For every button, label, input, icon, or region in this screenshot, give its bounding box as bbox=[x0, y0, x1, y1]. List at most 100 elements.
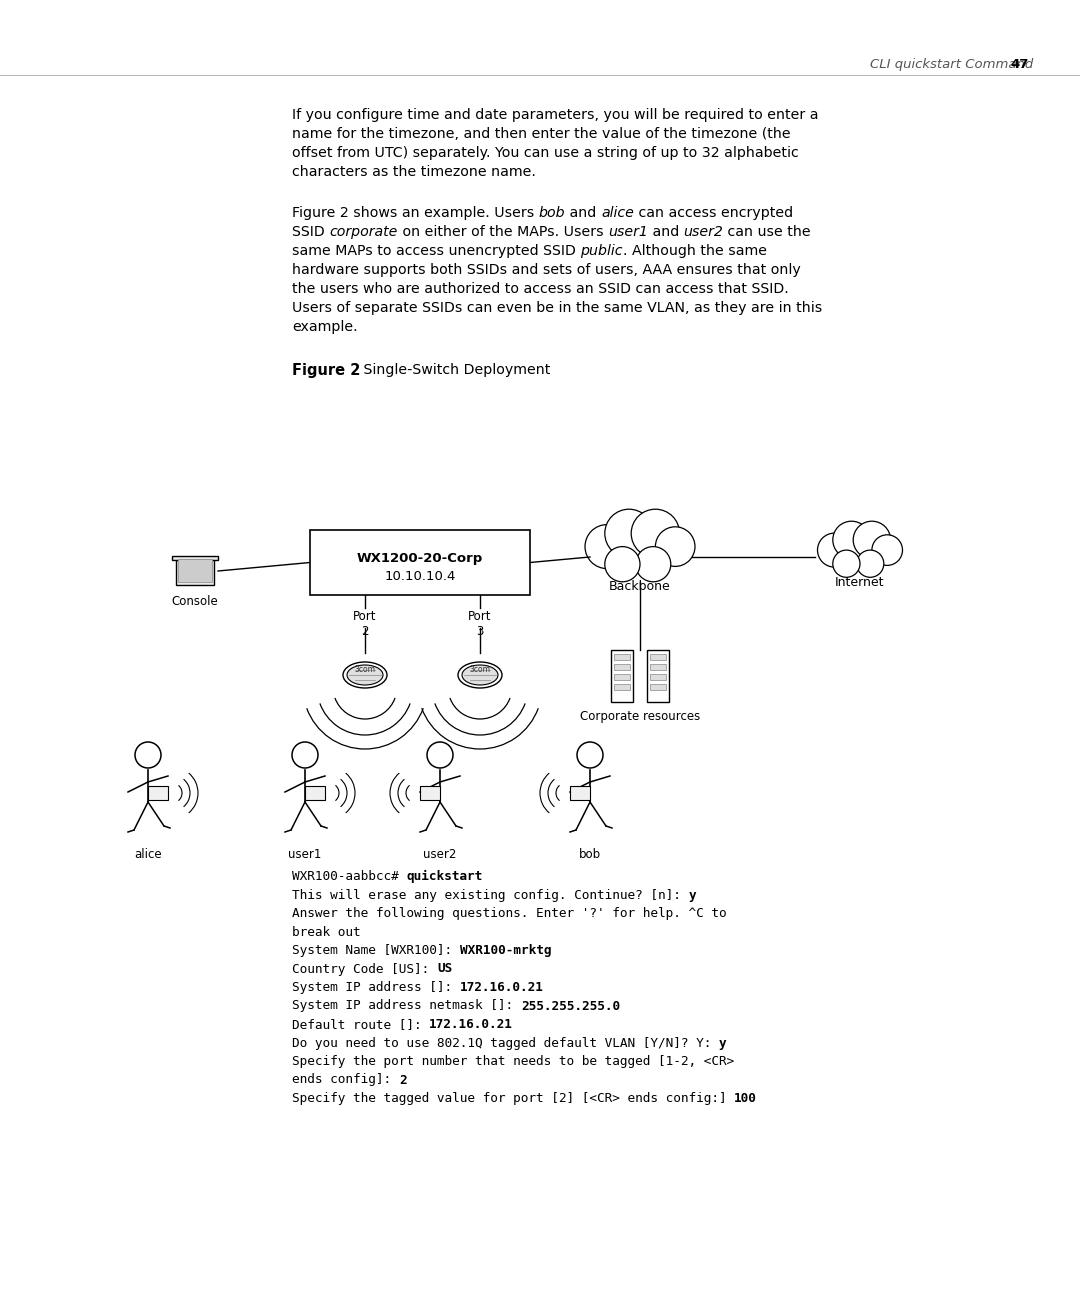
Text: Console: Console bbox=[172, 595, 218, 608]
Text: Corporate resources: Corporate resources bbox=[580, 710, 700, 723]
Bar bbox=[615, 684, 630, 689]
Ellipse shape bbox=[458, 662, 502, 688]
Bar bbox=[148, 785, 168, 800]
Text: If you configure time and date parameters, you will be required to enter a: If you configure time and date parameter… bbox=[292, 108, 819, 122]
Bar bbox=[178, 559, 212, 582]
Bar bbox=[310, 530, 530, 595]
Text: 255.255.255.0: 255.255.255.0 bbox=[521, 999, 620, 1012]
Circle shape bbox=[577, 743, 603, 769]
Text: y: y bbox=[719, 1037, 727, 1050]
Circle shape bbox=[818, 533, 851, 568]
Text: WX1200-20-Corp: WX1200-20-Corp bbox=[356, 552, 483, 565]
Text: System IP address []:: System IP address []: bbox=[292, 981, 460, 994]
Circle shape bbox=[853, 521, 891, 559]
Text: This will erase any existing config. Continue? [n]:: This will erase any existing config. Con… bbox=[292, 889, 689, 902]
Text: CLI quickstart Command: CLI quickstart Command bbox=[870, 58, 1034, 71]
Ellipse shape bbox=[347, 665, 383, 686]
Text: Country Code [US]:: Country Code [US]: bbox=[292, 963, 437, 976]
Circle shape bbox=[631, 509, 679, 557]
Text: System IP address netmask []:: System IP address netmask []: bbox=[292, 999, 521, 1012]
Bar bbox=[176, 557, 214, 584]
Text: Backbone: Backbone bbox=[609, 579, 671, 592]
Text: user2: user2 bbox=[423, 848, 457, 861]
Circle shape bbox=[292, 743, 318, 769]
Text: alice: alice bbox=[134, 848, 162, 861]
Text: user1: user1 bbox=[288, 848, 322, 861]
Ellipse shape bbox=[462, 665, 498, 686]
Text: 172.16.0.21: 172.16.0.21 bbox=[429, 1017, 513, 1032]
Text: Port
3: Port 3 bbox=[469, 610, 491, 638]
Circle shape bbox=[135, 743, 161, 769]
Text: 2: 2 bbox=[399, 1073, 406, 1086]
Text: 100: 100 bbox=[734, 1093, 757, 1105]
Bar bbox=[615, 654, 630, 660]
Text: y: y bbox=[689, 889, 697, 902]
Bar bbox=[647, 651, 669, 702]
Text: WXR100-mrktg: WXR100-mrktg bbox=[460, 943, 551, 956]
Text: 3com: 3com bbox=[470, 666, 490, 674]
Text: Answer the following questions. Enter '?' for help. ^C to: Answer the following questions. Enter '?… bbox=[292, 907, 727, 920]
Text: 47: 47 bbox=[1010, 58, 1028, 71]
Text: ends config]:: ends config]: bbox=[292, 1073, 399, 1086]
Text: bob: bob bbox=[539, 206, 565, 220]
Ellipse shape bbox=[343, 662, 387, 688]
Text: Port
2: Port 2 bbox=[353, 610, 377, 638]
Text: Specify the tagged value for port [2] [<CR> ends config:]: Specify the tagged value for port [2] [<… bbox=[292, 1093, 734, 1105]
Text: 172.16.0.21: 172.16.0.21 bbox=[460, 981, 543, 994]
Circle shape bbox=[605, 547, 640, 582]
Text: Do you need to use 802.1Q tagged default VLAN [Y/N]? Y:: Do you need to use 802.1Q tagged default… bbox=[292, 1037, 719, 1050]
Text: Users of separate SSIDs can even be in the same VLAN, as they are in this: Users of separate SSIDs can even be in t… bbox=[292, 301, 822, 315]
Bar bbox=[420, 785, 440, 800]
Circle shape bbox=[833, 550, 860, 577]
Circle shape bbox=[636, 547, 671, 582]
Text: and: and bbox=[648, 226, 684, 238]
Text: 3com: 3com bbox=[354, 666, 376, 674]
Bar bbox=[650, 674, 666, 680]
Bar bbox=[650, 654, 666, 660]
Text: Figure 2: Figure 2 bbox=[292, 363, 361, 378]
Circle shape bbox=[585, 525, 629, 569]
Text: on either of the MAPs. Users: on either of the MAPs. Users bbox=[397, 226, 608, 238]
Circle shape bbox=[872, 535, 903, 565]
Circle shape bbox=[427, 743, 453, 769]
Text: characters as the timezone name.: characters as the timezone name. bbox=[292, 165, 536, 179]
Text: quickstart: quickstart bbox=[406, 870, 483, 883]
Text: alice: alice bbox=[602, 206, 634, 220]
Circle shape bbox=[833, 521, 870, 559]
Text: the users who are authorized to access an SSID can access that SSID.: the users who are authorized to access a… bbox=[292, 283, 788, 295]
Text: example.: example. bbox=[292, 320, 357, 334]
Bar bbox=[615, 674, 630, 680]
Text: user2: user2 bbox=[684, 226, 724, 238]
Text: and: and bbox=[565, 206, 602, 220]
Text: Internet: Internet bbox=[835, 575, 885, 588]
Bar bbox=[570, 785, 590, 800]
Text: public: public bbox=[580, 244, 623, 258]
Text: corporate: corporate bbox=[329, 226, 397, 238]
Text: Default route []:: Default route []: bbox=[292, 1017, 429, 1032]
Text: Figure 2 shows an example. Users: Figure 2 shows an example. Users bbox=[292, 206, 539, 220]
Circle shape bbox=[856, 550, 883, 577]
Text: SSID: SSID bbox=[292, 226, 329, 238]
Text: bob: bob bbox=[579, 848, 602, 861]
Bar bbox=[650, 664, 666, 670]
Circle shape bbox=[605, 509, 653, 557]
Circle shape bbox=[656, 526, 696, 566]
Bar bbox=[172, 556, 218, 560]
Text: can access encrypted: can access encrypted bbox=[634, 206, 793, 220]
Bar bbox=[305, 785, 325, 800]
Text: 10.10.10.4: 10.10.10.4 bbox=[384, 570, 456, 583]
Text: name for the timezone, and then enter the value of the timezone (the: name for the timezone, and then enter th… bbox=[292, 127, 791, 141]
Text: hardware supports both SSIDs and sets of users, AAA ensures that only: hardware supports both SSIDs and sets of… bbox=[292, 263, 800, 277]
Bar bbox=[611, 651, 633, 702]
Text: can use the: can use the bbox=[724, 226, 811, 238]
Bar bbox=[615, 664, 630, 670]
Text: Single-Switch Deployment: Single-Switch Deployment bbox=[350, 363, 551, 377]
Text: same MAPs to access unencrypted SSID: same MAPs to access unencrypted SSID bbox=[292, 244, 580, 258]
Text: user1: user1 bbox=[608, 226, 648, 238]
Text: WXR100-aabbcc#: WXR100-aabbcc# bbox=[292, 870, 406, 883]
Text: Specify the port number that needs to be tagged [1-2, <CR>: Specify the port number that needs to be… bbox=[292, 1055, 734, 1068]
Text: . Although the same: . Although the same bbox=[623, 244, 767, 258]
Text: break out: break out bbox=[292, 925, 361, 938]
Bar bbox=[650, 684, 666, 689]
Text: System Name [WXR100]:: System Name [WXR100]: bbox=[292, 943, 460, 956]
